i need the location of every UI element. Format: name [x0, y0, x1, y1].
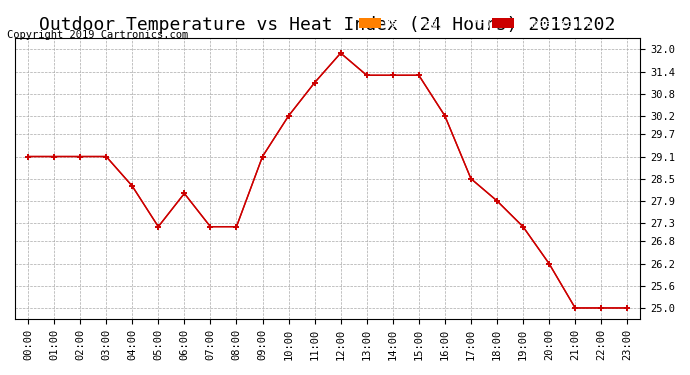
Title: Outdoor Temperature vs Heat Index (24 Hours) 20191202: Outdoor Temperature vs Heat Index (24 Ho… [39, 16, 616, 34]
Text: Copyright 2019 Cartronics.com: Copyright 2019 Cartronics.com [7, 30, 188, 39]
Legend: Heat Index  (°F), Temperature  (°F): Heat Index (°F), Temperature (°F) [357, 16, 635, 31]
